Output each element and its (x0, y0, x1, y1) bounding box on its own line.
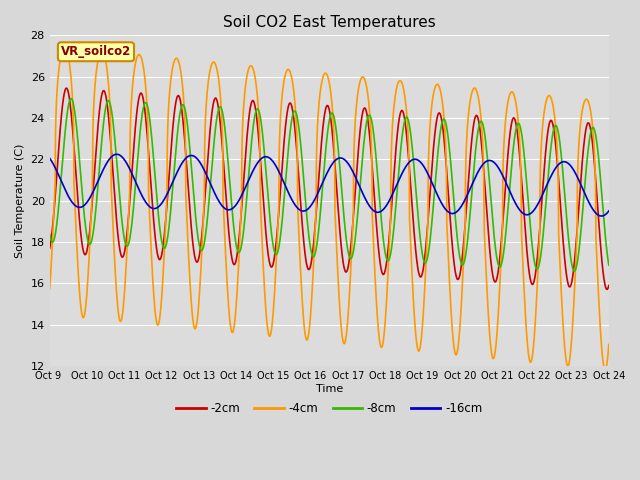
-4cm (61, 44, 68, 50)
Line: -16cm: -16cm (50, 154, 609, 216)
-2cm (285, 103, 292, 109)
-2cm (603, 287, 611, 292)
-16cm (534, 202, 541, 207)
-4cm (46, 286, 54, 291)
-16cm (46, 156, 54, 161)
-8cm (570, 268, 578, 274)
-8cm (110, 124, 118, 130)
-4cm (601, 367, 609, 372)
-8cm (260, 149, 268, 155)
-8cm (595, 151, 602, 157)
-8cm (605, 262, 612, 268)
-16cm (285, 190, 292, 196)
Line: -4cm: -4cm (50, 47, 609, 370)
-4cm (594, 281, 602, 287)
-8cm (143, 101, 150, 107)
-16cm (598, 213, 605, 219)
X-axis label: Time: Time (316, 384, 343, 394)
Line: -8cm: -8cm (50, 98, 609, 271)
-2cm (143, 127, 150, 133)
Y-axis label: Soil Temperature (C): Soil Temperature (C) (15, 144, 25, 258)
-4cm (143, 99, 150, 105)
-8cm (534, 265, 541, 271)
-2cm (110, 179, 118, 185)
-2cm (46, 245, 54, 251)
-16cm (594, 212, 602, 218)
-8cm (46, 231, 54, 237)
-8cm (285, 144, 292, 150)
Text: VR_soilco2: VR_soilco2 (61, 45, 131, 58)
-16cm (143, 201, 150, 206)
Line: -2cm: -2cm (50, 88, 609, 289)
-2cm (63, 85, 70, 91)
-4cm (110, 237, 118, 243)
-4cm (285, 67, 292, 72)
-16cm (260, 154, 268, 160)
-2cm (260, 210, 268, 216)
-2cm (605, 283, 612, 288)
-4cm (534, 272, 541, 277)
Title: Soil CO2 East Temperatures: Soil CO2 East Temperatures (223, 15, 436, 30)
-16cm (113, 151, 120, 157)
-4cm (260, 282, 268, 288)
-16cm (605, 208, 612, 214)
Legend: -2cm, -4cm, -8cm, -16cm: -2cm, -4cm, -8cm, -16cm (172, 397, 487, 420)
-16cm (109, 152, 117, 158)
-2cm (534, 250, 541, 256)
-4cm (605, 342, 612, 348)
-2cm (594, 208, 602, 214)
-8cm (67, 96, 75, 101)
